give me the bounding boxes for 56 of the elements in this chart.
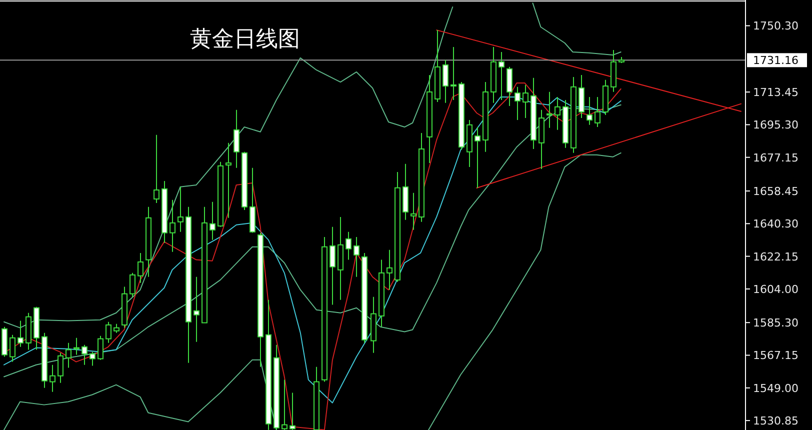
candlestick <box>210 201 216 240</box>
candlestick <box>130 272 136 298</box>
candlestick <box>90 351 96 366</box>
y-tick-label: 1585.30 <box>753 316 798 330</box>
y-tick-label: 1640.30 <box>753 218 798 231</box>
ref-line-label: 1731.16 <box>753 54 798 68</box>
text: 黄金日线图 <box>190 27 300 52</box>
candlestick <box>66 342 72 368</box>
y-tick-label: 1622.15 <box>753 250 798 264</box>
y-tick-label: 1677.15 <box>753 151 798 164</box>
line-series <box>532 2 622 56</box>
candlestick <box>138 252 144 284</box>
line-series <box>428 152 622 430</box>
candlestick <box>234 109 240 168</box>
candlestick <box>386 249 392 290</box>
candlestick <box>106 321 112 344</box>
candlestick <box>354 236 360 278</box>
y-tick-label: 1713.45 <box>753 86 798 100</box>
candlestick <box>282 379 288 430</box>
candlestick <box>450 46 456 101</box>
candlestick <box>178 186 184 232</box>
y-tick-label: 1530.85 <box>753 414 798 428</box>
candlestick <box>578 74 584 119</box>
candlestick <box>226 142 232 218</box>
candlestick <box>290 392 296 430</box>
y-tick-label: 1658.45 <box>753 184 798 198</box>
line-series <box>4 359 277 430</box>
candlestick <box>10 334 16 362</box>
candlestick <box>554 96 560 130</box>
candlestick <box>330 226 336 306</box>
candlestick <box>74 337 80 356</box>
candlestick <box>346 231 352 260</box>
candlestick <box>170 199 176 252</box>
candlestick <box>586 96 592 126</box>
y-tick-label: 1549.00 <box>753 382 798 395</box>
candlestick <box>546 91 552 128</box>
candlestick <box>506 66 512 106</box>
candlestick <box>442 59 448 104</box>
y-tick-label: 1604.00 <box>753 282 798 296</box>
candlestick <box>522 84 528 119</box>
candlestick <box>498 51 504 101</box>
candlestick <box>18 320 24 348</box>
line-series <box>4 6 454 328</box>
candlestick <box>474 126 480 189</box>
candlestick <box>98 335 104 360</box>
candlestick <box>410 192 416 230</box>
candlestick <box>154 134 160 204</box>
candlestick <box>82 344 88 366</box>
y-tick-label: 1567.15 <box>753 349 798 362</box>
candlestick <box>194 276 200 342</box>
y-tick-label: 1750.30 <box>753 20 798 33</box>
candlestick <box>50 364 56 392</box>
candlestick <box>594 96 600 128</box>
candlestick <box>514 86 520 121</box>
y-tick-label: 1695.30 <box>753 118 798 132</box>
candlestick <box>58 352 64 384</box>
